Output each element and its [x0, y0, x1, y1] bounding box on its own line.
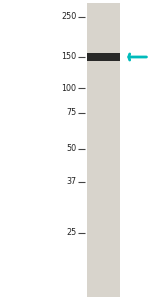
Text: 37: 37: [66, 177, 76, 186]
Bar: [87, 3, 120, 297]
Bar: [87, 53, 120, 61]
Text: 150: 150: [61, 52, 76, 62]
Text: 250: 250: [61, 12, 76, 21]
Text: 50: 50: [66, 144, 76, 153]
Text: 25: 25: [66, 228, 76, 237]
Text: 75: 75: [66, 108, 76, 117]
Text: 100: 100: [61, 84, 76, 93]
